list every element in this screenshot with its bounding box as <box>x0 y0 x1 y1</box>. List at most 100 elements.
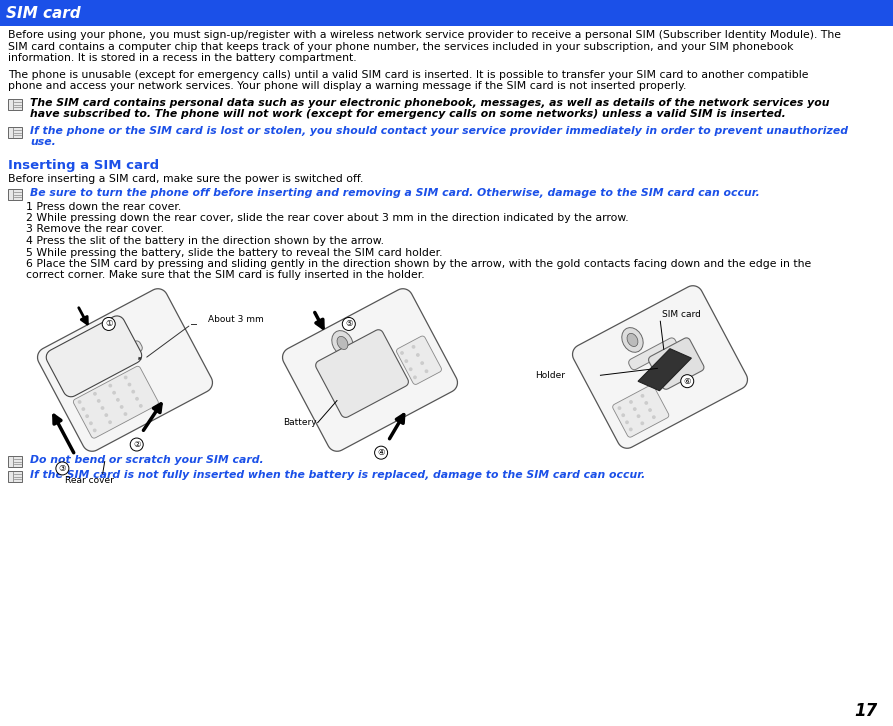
Polygon shape <box>85 415 89 418</box>
FancyBboxPatch shape <box>8 470 22 481</box>
Text: have subscribed to. The phone will not work (except for emergency calls on some : have subscribed to. The phone will not w… <box>30 109 786 119</box>
Polygon shape <box>46 316 142 397</box>
Polygon shape <box>123 412 128 416</box>
FancyBboxPatch shape <box>8 99 22 110</box>
Polygon shape <box>81 407 85 411</box>
Text: Inserting a SIM card: Inserting a SIM card <box>8 158 159 171</box>
Polygon shape <box>94 341 142 372</box>
Polygon shape <box>120 405 123 409</box>
Polygon shape <box>424 370 429 373</box>
Polygon shape <box>128 383 131 386</box>
Polygon shape <box>622 327 643 352</box>
Polygon shape <box>627 333 638 346</box>
Polygon shape <box>338 341 388 372</box>
Polygon shape <box>38 289 213 452</box>
Polygon shape <box>638 348 691 391</box>
Polygon shape <box>633 407 637 411</box>
Polygon shape <box>282 289 457 452</box>
Polygon shape <box>640 394 645 398</box>
FancyBboxPatch shape <box>8 189 22 200</box>
Text: SIM card: SIM card <box>6 6 80 20</box>
Text: ④: ④ <box>378 448 385 457</box>
Polygon shape <box>104 413 108 417</box>
Text: 1 Press down the rear cover.: 1 Press down the rear cover. <box>26 202 181 211</box>
Polygon shape <box>93 428 96 432</box>
Polygon shape <box>108 384 113 388</box>
Text: SIM card contains a computer chip that keeps track of your phone number, the ser: SIM card contains a computer chip that k… <box>8 41 794 52</box>
Polygon shape <box>101 406 104 410</box>
Polygon shape <box>413 375 417 379</box>
Text: Before using your phone, you must sign-up/register with a wireless network servi: Before using your phone, you must sign-u… <box>8 30 841 40</box>
Polygon shape <box>93 392 96 396</box>
Text: 5 While pressing the battery, slide the battery to reveal the SIM card holder.: 5 While pressing the battery, slide the … <box>26 248 443 258</box>
Polygon shape <box>116 398 120 401</box>
Polygon shape <box>648 338 704 389</box>
Text: correct corner. Make sure that the SIM card is fully inserted in the holder.: correct corner. Make sure that the SIM c… <box>26 271 425 280</box>
FancyBboxPatch shape <box>8 456 22 467</box>
Text: Be sure to turn the phone off before inserting and removing a SIM card. Otherwis: Be sure to turn the phone off before ins… <box>30 188 760 198</box>
Polygon shape <box>648 408 652 412</box>
Text: 17: 17 <box>855 702 878 720</box>
Polygon shape <box>131 390 135 393</box>
Text: About 3 mm: About 3 mm <box>208 315 263 325</box>
Text: Do not bend or scratch your SIM card.: Do not bend or scratch your SIM card. <box>30 455 263 465</box>
Text: 3 Remove the rear cover.: 3 Remove the rear cover. <box>26 224 164 234</box>
Circle shape <box>680 375 694 388</box>
Text: phone and access your network services. Your phone will display a warning messag: phone and access your network services. … <box>8 81 687 91</box>
Text: ③: ③ <box>59 464 66 473</box>
Polygon shape <box>629 338 677 370</box>
Circle shape <box>374 446 388 459</box>
Polygon shape <box>89 421 93 425</box>
Polygon shape <box>652 415 655 419</box>
Text: 4 Press the slit of the battery in the direction shown by the arrow.: 4 Press the slit of the battery in the d… <box>26 236 384 246</box>
Text: use.: use. <box>30 137 55 147</box>
Polygon shape <box>645 401 648 405</box>
Circle shape <box>102 317 115 330</box>
Text: ②: ② <box>133 440 140 449</box>
Circle shape <box>130 438 143 451</box>
Text: 6 Place the SIM card by pressing and sliding gently in the direction shown by th: 6 Place the SIM card by pressing and sli… <box>26 259 811 269</box>
Polygon shape <box>78 400 81 404</box>
Polygon shape <box>139 404 143 408</box>
Polygon shape <box>409 367 413 371</box>
Text: SIM card: SIM card <box>663 310 701 319</box>
Polygon shape <box>108 420 112 424</box>
Polygon shape <box>332 330 354 355</box>
Polygon shape <box>618 406 622 410</box>
Polygon shape <box>73 367 158 438</box>
Polygon shape <box>625 420 629 424</box>
Polygon shape <box>637 415 640 418</box>
Text: ①: ① <box>105 319 113 328</box>
Polygon shape <box>416 353 420 357</box>
Circle shape <box>56 462 69 475</box>
Bar <box>0 0 893 26</box>
Polygon shape <box>629 400 633 404</box>
Polygon shape <box>572 286 747 448</box>
Text: Battery: Battery <box>283 418 316 427</box>
Polygon shape <box>337 336 348 349</box>
Polygon shape <box>96 399 101 403</box>
Text: 2 While pressing down the rear cover, slide the rear cover about 3 mm in the dir: 2 While pressing down the rear cover, sl… <box>26 213 629 223</box>
Text: ⑥: ⑥ <box>683 377 691 386</box>
FancyBboxPatch shape <box>8 126 22 137</box>
Text: Holder: Holder <box>536 371 565 380</box>
Polygon shape <box>629 428 633 431</box>
Polygon shape <box>113 391 116 395</box>
Polygon shape <box>87 330 108 355</box>
Polygon shape <box>640 421 644 425</box>
Text: Before inserting a SIM card, make sure the power is switched off.: Before inserting a SIM card, make sure t… <box>8 174 363 184</box>
Polygon shape <box>405 359 408 363</box>
Text: If the phone or the SIM card is lost or stolen, you should contact your service : If the phone or the SIM card is lost or … <box>30 126 848 136</box>
Polygon shape <box>92 336 103 349</box>
Text: ⑤: ⑤ <box>345 319 353 328</box>
Polygon shape <box>421 362 424 365</box>
Polygon shape <box>412 345 415 348</box>
Text: information. It is stored in a recess in the battery compartment.: information. It is stored in a recess in… <box>8 53 356 63</box>
Polygon shape <box>135 397 139 401</box>
Polygon shape <box>400 351 404 355</box>
Polygon shape <box>316 330 408 417</box>
Polygon shape <box>124 375 128 380</box>
Text: The SIM card contains personal data such as your electronic phonebook, messages,: The SIM card contains personal data such… <box>30 97 830 107</box>
Text: If the SIM card is not fully inserted when the battery is replaced, damage to th: If the SIM card is not fully inserted wh… <box>30 470 646 479</box>
Polygon shape <box>613 385 669 437</box>
